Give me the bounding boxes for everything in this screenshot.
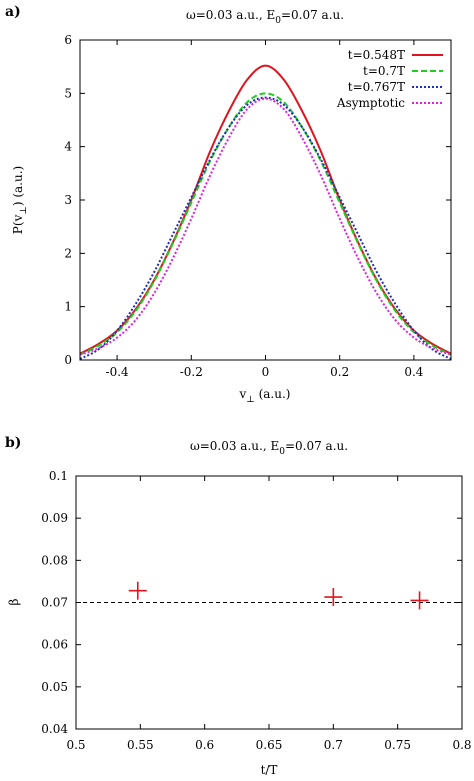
- panel-b-ytick-label: 0.05: [41, 680, 68, 694]
- panel-b-xtick-label: 0.55: [127, 738, 154, 752]
- panel-b-ytick-label: 0.07: [41, 596, 68, 610]
- panel-a-ytick-label: 5: [64, 86, 72, 100]
- panel-a-xtick-label: 0.2: [330, 365, 349, 379]
- panel-a-legend: t=0.548T t=0.7T t=0.767T Asymptotic: [336, 48, 443, 110]
- panel-b-ytick-label: 0.1: [49, 469, 68, 483]
- panel-b-xlabel: t/T: [261, 763, 278, 777]
- panel-b-xtick-label: 0.7: [324, 738, 343, 752]
- panel-b-xtick-label: 0.5: [66, 738, 85, 752]
- panel-b-xtick-label: 0.6: [195, 738, 214, 752]
- panel-a-ylabel: P(v⊥) (a.u.): [11, 166, 29, 234]
- scatter-point-2: [410, 591, 429, 610]
- panel-b-marks: [76, 581, 462, 610]
- panel-a-ytick-label: 0: [64, 353, 72, 367]
- panel-b-xtick-label: 0.65: [256, 738, 283, 752]
- legend-label-0: t=0.548T: [348, 48, 405, 62]
- panel-a-ytick-label: 3: [64, 193, 72, 207]
- scatter-point-1: [324, 588, 343, 607]
- panel-a-plot-frame: [79, 39, 452, 361]
- panel-a-ytick-label: 1: [64, 300, 72, 314]
- series-line-3: [79, 97, 452, 356]
- series-line-2: [79, 96, 452, 360]
- panel-a-ytick-label: 6: [64, 33, 72, 47]
- legend-label-1: t=0.7T: [363, 64, 405, 78]
- series-line-1: [79, 92, 452, 356]
- panel-b-ytick-label: 0.04: [41, 722, 68, 736]
- legend-label-3: Asymptotic: [336, 96, 405, 110]
- panel-b-label: b): [5, 435, 21, 451]
- panel-a-xlabel: v⊥ (a.u.): [239, 387, 291, 405]
- panel-b-plot-frame: [75, 475, 463, 730]
- panel-b-ticks: 0.5 0.55 0.6 0.65 0.7 0.75 0.8 0.04 0.05 0.06 0.07…: [41, 469, 471, 752]
- panel-a-ticks: -0.4 -0.2 0 0.2 0.4 0 1 2 3 4 5 6: [64, 33, 451, 379]
- panel-b-ylabel: β: [7, 598, 21, 605]
- panel-b-title: ω=0.03 a.u., E0=0.07 a.u.: [190, 439, 348, 457]
- panel-a-series: [79, 64, 452, 360]
- panel-a-xtick-label: 0.4: [404, 365, 423, 379]
- panel-a-ytick-label: 2: [64, 246, 72, 260]
- panel-b-xtick-label: 0.8: [452, 738, 471, 752]
- panel-a: a) ω=0.03 a.u., E0=0.07 a.u. -0.4 -0.2 0 0.…: [5, 4, 452, 405]
- panel-b-ytick-label: 0.08: [41, 553, 68, 567]
- panel-b: b) ω=0.03 a.u., E0=0.07 a.u. 0.5 0.55 0.6 0…: [5, 435, 472, 777]
- panel-a-xtick-label: 0: [262, 365, 270, 379]
- panel-a-ytick-label: 4: [64, 140, 72, 154]
- panel-a-xtick-label: -0.2: [180, 365, 203, 379]
- panel-a-xtick-label: -0.4: [106, 365, 130, 379]
- panel-b-ytick-label: 0.06: [41, 638, 68, 652]
- panel-a-label: a): [5, 4, 21, 20]
- legend-label-2: t=0.767T: [348, 80, 405, 94]
- panel-b-ytick-label: 0.09: [41, 511, 68, 525]
- panel-b-xtick-label: 0.75: [384, 738, 411, 752]
- panel-a-title: ω=0.03 a.u., E0=0.07 a.u.: [186, 8, 344, 26]
- scatter-point-0: [128, 581, 147, 600]
